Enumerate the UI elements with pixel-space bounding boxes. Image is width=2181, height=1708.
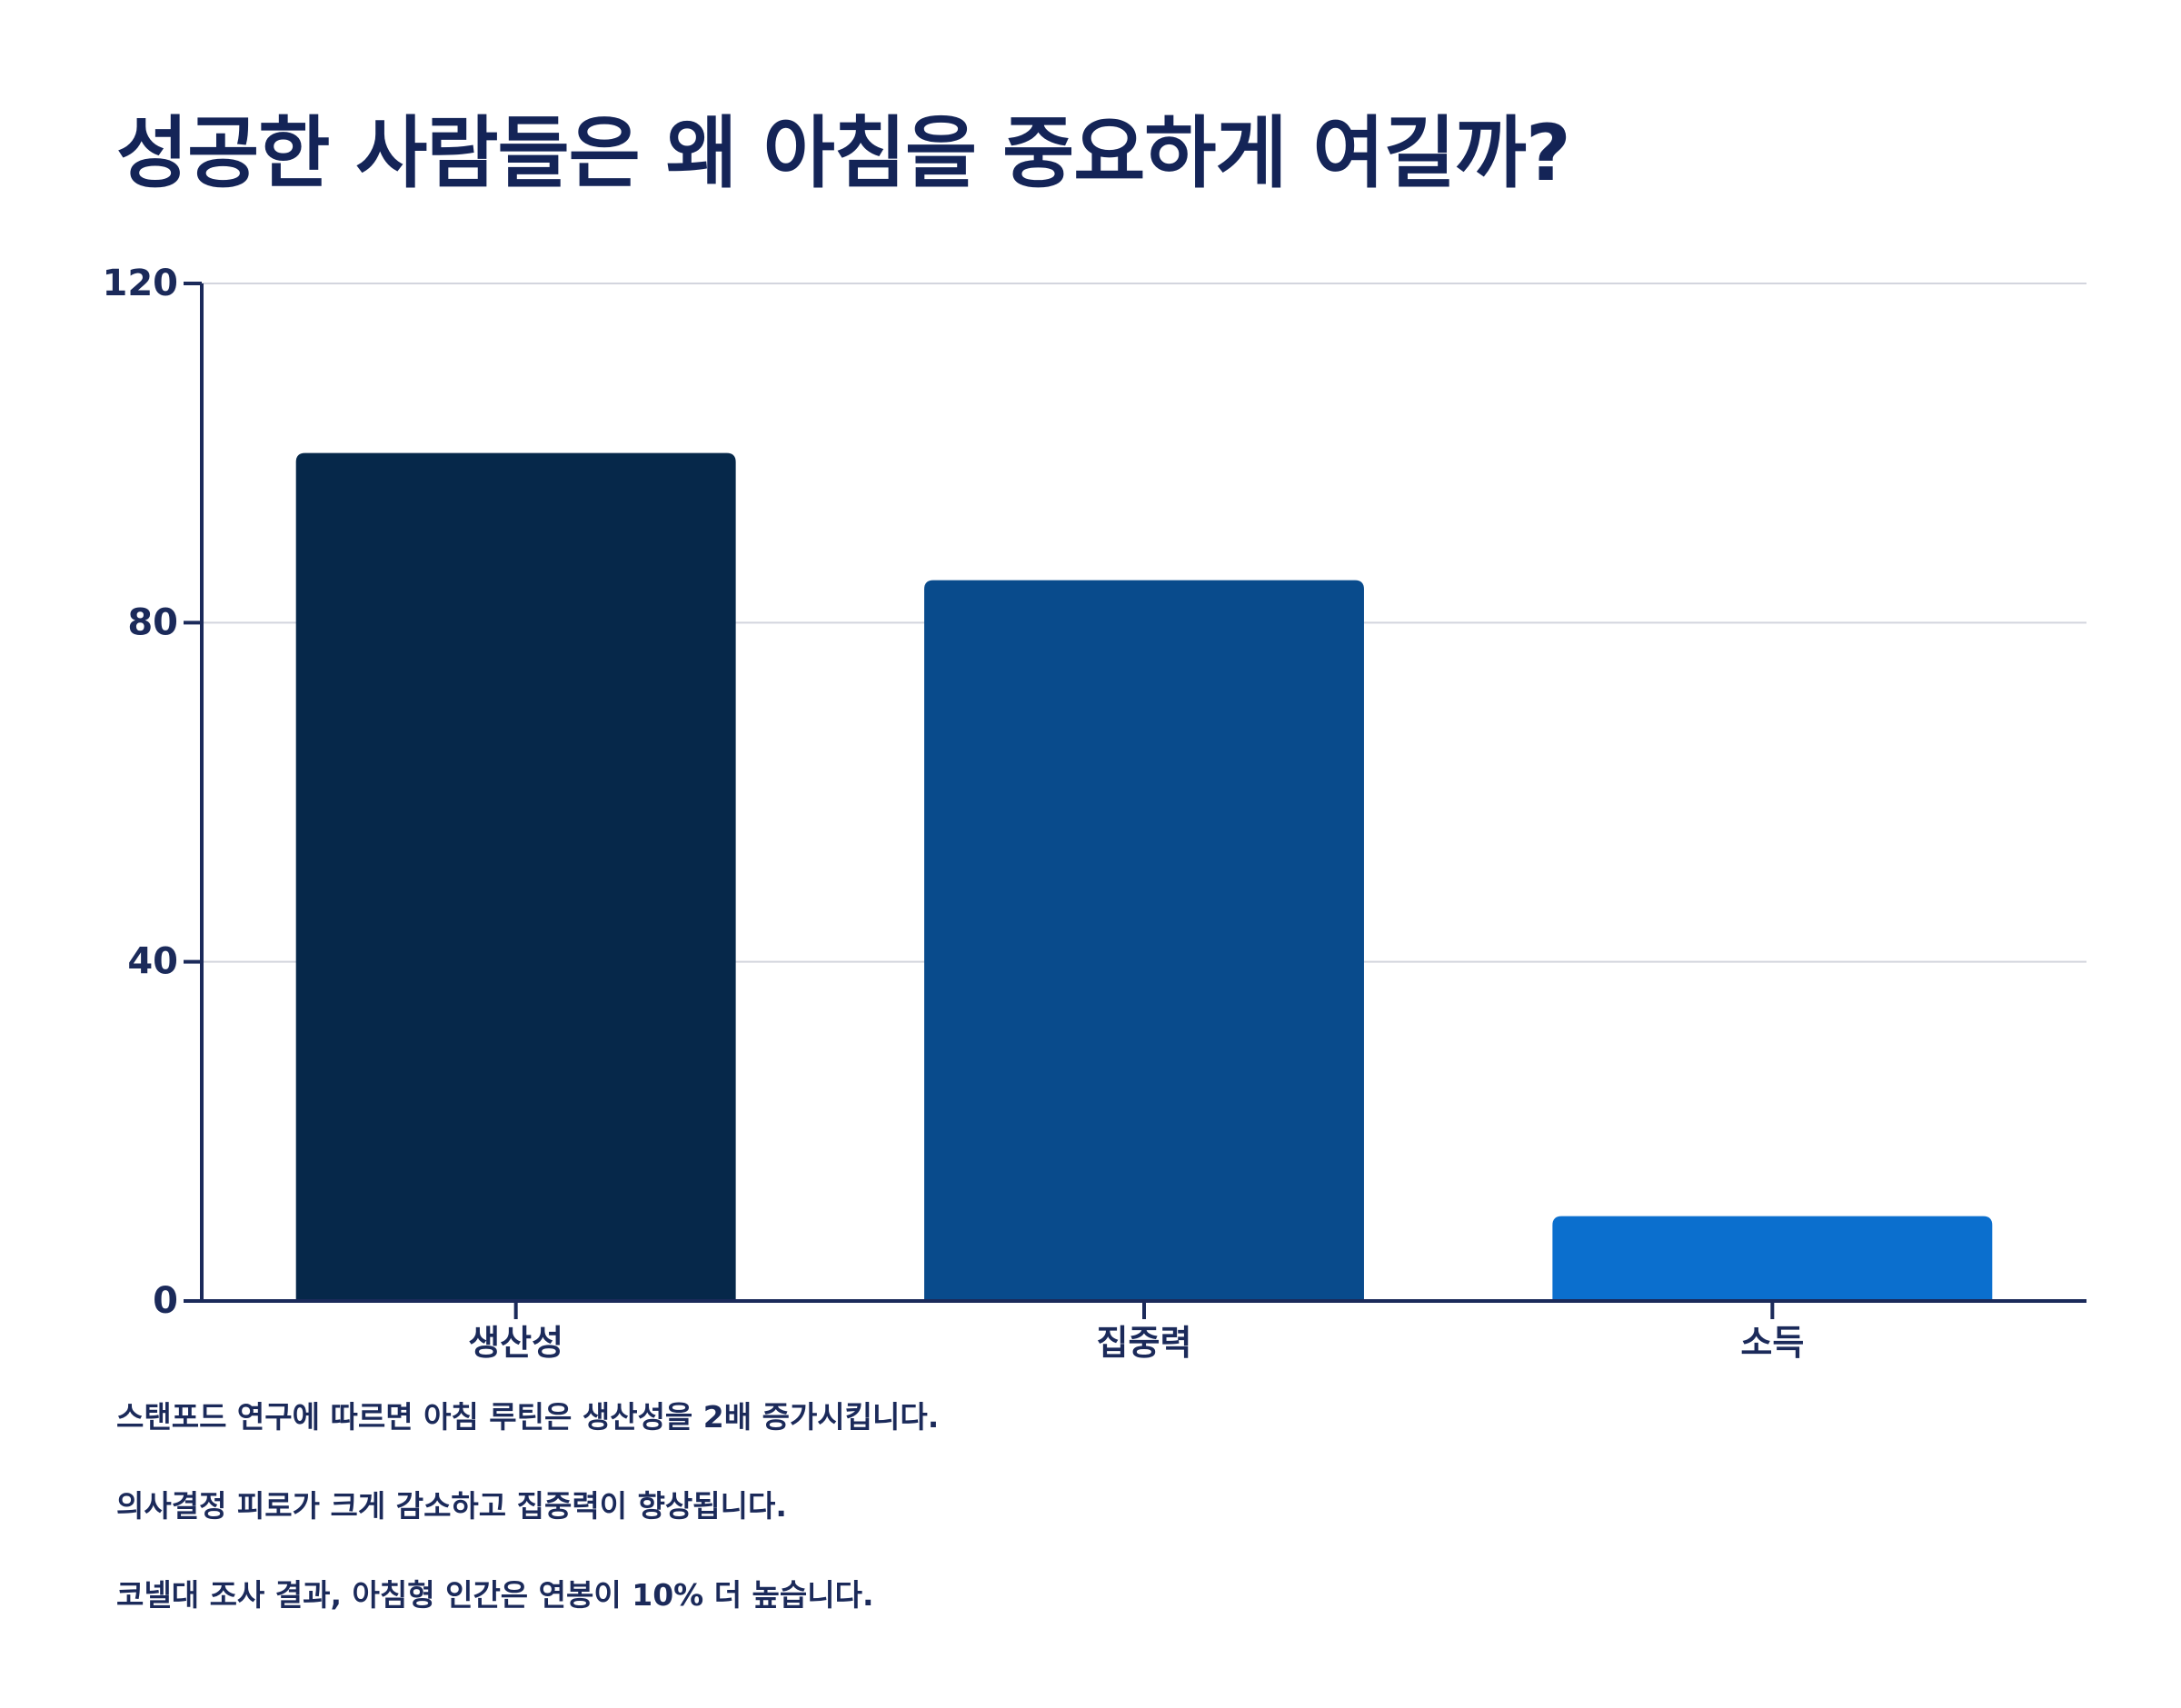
y-tick-label: 120: [103, 263, 179, 304]
x-tick-label: 소득: [1740, 1323, 1804, 1363]
x-tick-label: 집중력: [1097, 1323, 1192, 1363]
note-2: 의사결정 피로가 크게 감소하고 집중력이 향상됩니다.: [116, 1488, 787, 1524]
y-tick-label: 40: [127, 941, 178, 983]
x-ticks: 생산성 집중력 소득: [468, 1301, 1804, 1363]
bar-3: [1552, 1216, 1993, 1301]
y-ticks: 0 40 80 120: [103, 263, 202, 1322]
y-tick-label: 80: [127, 601, 178, 643]
notes: 스탠포드 연구에 따르면 아침 루틴은 생산성을 2배 증가시킵니다. 의사결정…: [116, 1390, 939, 1657]
bar-1: [295, 452, 736, 1302]
note-1: 스탠포드 연구에 따르면 아침 루틴은 생산성을 2배 증가시킵니다.: [116, 1399, 940, 1435]
y-tick-label: 0: [153, 1280, 178, 1322]
note-3: 코넬대 조사 결과, 아침형 인간은 연봉이 10% 더 높습니다.: [116, 1577, 874, 1613]
x-tick-label: 생산성: [468, 1323, 563, 1363]
bars: [295, 452, 1993, 1302]
bar-2: [924, 580, 1364, 1301]
bar-chart: 0 40 80 120 생산성 집중력 소득: [103, 263, 2086, 1363]
chart-title: 성공한 사람들은 왜 아침을 중요하게 여길까?: [116, 108, 1571, 199]
